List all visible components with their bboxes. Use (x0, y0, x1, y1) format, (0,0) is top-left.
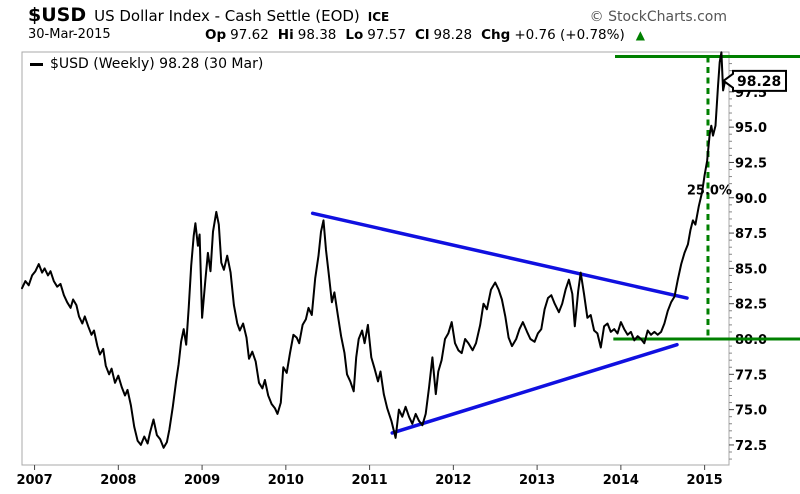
y-axis-label: 85.0 (735, 262, 767, 277)
close-label: Cl (414, 27, 430, 43)
open-number: 97.62 (230, 27, 269, 43)
chart-date: 30-Mar-2015 (28, 27, 111, 42)
exchange-label: ICE (367, 10, 390, 24)
quote-bar: 30-Mar-2015 Op 97.62 Hi 98.38 Lo 97.57 Cl 98… (0, 27, 800, 44)
x-axis-label: 2009 (184, 473, 220, 488)
y-axis-label: 90.0 (735, 192, 767, 207)
x-axis-label: 2008 (100, 473, 136, 488)
change-number: +0.76 (+0.78%) (514, 27, 625, 43)
open-value: Op 97.62 (205, 27, 269, 43)
low-value: Lo 97.57 (345, 27, 406, 43)
high-label: Hi (277, 27, 294, 43)
x-axis-label: 2012 (435, 473, 471, 488)
percent-label: 25.0% (687, 184, 732, 199)
chart-header: $USD US Dollar Index - Cash Settle (EOD)… (0, 4, 800, 26)
high-number: 98.38 (297, 27, 337, 43)
y-axis-label: 77.5 (735, 368, 767, 383)
x-axis-label: 2015 (687, 473, 723, 488)
x-axis-label: 2007 (16, 473, 52, 488)
low-label: Lo (345, 27, 364, 43)
y-axis-label: 95.0 (735, 121, 767, 136)
chart-legend: $USD (Weekly) 98.28 (30 Mar) (30, 56, 263, 72)
close-value: Cl 98.28 (415, 27, 472, 43)
low-number: 97.57 (367, 27, 406, 43)
x-axis-label: 2011 (352, 473, 388, 488)
price-tag (721, 69, 787, 92)
legend-line-icon (30, 62, 43, 66)
change-label: Chg (481, 27, 511, 43)
plot-border (21, 51, 730, 466)
x-axis-label: 2010 (268, 473, 304, 488)
price-tag-label: 98.28 (737, 74, 781, 90)
change-value: Chg +0.76 (+0.78%) (481, 27, 625, 43)
ticker-symbol: $USD (28, 4, 87, 26)
change-up-triangle-icon: ▲ (635, 28, 645, 42)
open-label: Op (205, 27, 227, 43)
price-line (21, 51, 726, 449)
y-axis-label: 82.5 (735, 298, 767, 313)
legend-label: $USD (Weekly) 98.28 (30 Mar) (50, 56, 264, 72)
y-axis-label: 72.5 (735, 439, 767, 454)
y-axis-label: 75.0 (735, 404, 767, 419)
trendline-ascending-support (390, 342, 679, 435)
trendline-descending-resistance (310, 211, 689, 300)
copyright-text: © StockCharts.com (589, 9, 727, 25)
ohlc-values: Op 97.62 Hi 98.38 Lo 97.57 Cl 98.28 Chg +0.76… (205, 27, 645, 43)
y-axis-label: 87.5 (735, 227, 767, 242)
x-axis-label: 2013 (519, 473, 555, 488)
high-value: Hi 98.38 (278, 27, 337, 43)
chart-title: US Dollar Index - Cash Settle (EOD) (94, 7, 360, 25)
x-axis-label: 2014 (603, 473, 639, 488)
close-number: 98.28 (433, 27, 473, 43)
y-axis-label: 92.5 (735, 156, 767, 171)
